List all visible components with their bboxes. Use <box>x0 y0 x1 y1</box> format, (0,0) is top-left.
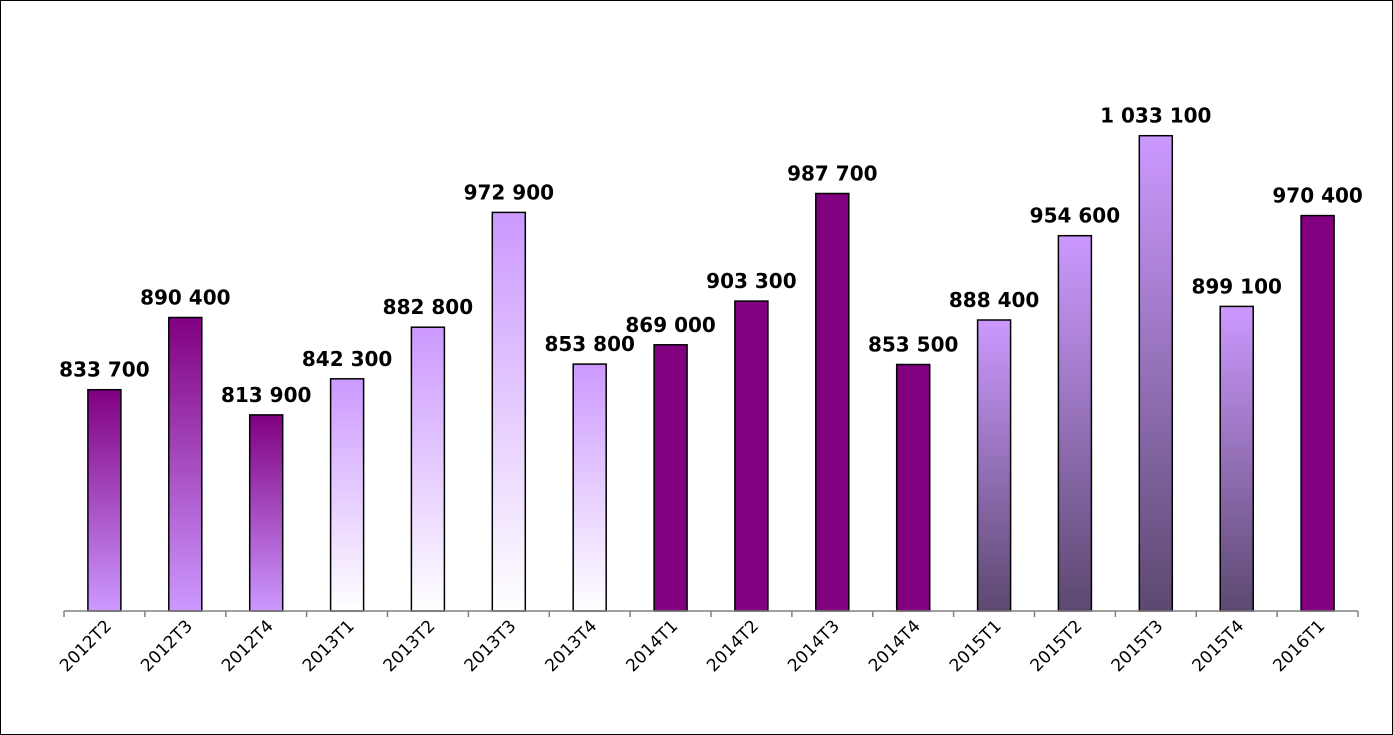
data-label-2012T2: 833 700 <box>59 358 149 382</box>
data-label-2013T1: 842 300 <box>302 347 392 371</box>
bar-2015T1 <box>976 319 1012 612</box>
data-label-2013T3: 972 900 <box>464 180 554 204</box>
bar-2012T3 <box>168 316 203 612</box>
x-tick-label-2012T2: 2012T2 <box>56 616 116 676</box>
x-tick-label-2016T1: 2016T1 <box>1269 616 1329 676</box>
bar-2014T3 <box>815 192 850 612</box>
data-label-2014T1: 869 000 <box>625 313 715 337</box>
bar-2015T2 <box>1057 234 1093 612</box>
data-label-2012T3: 890 400 <box>140 286 230 310</box>
data-labels-layer: 833 700 890 400 813 900 842 300 882 800 972 9… <box>59 104 1363 407</box>
bar-2014T1 <box>653 344 688 612</box>
bar-2013T2 <box>410 326 446 612</box>
x-tick-label-2015T2: 2015T2 <box>1027 616 1087 676</box>
x-tick-label-2014T3: 2014T3 <box>784 616 844 676</box>
bar-2013T1 <box>329 378 365 612</box>
x-tick-label-2014T2: 2014T2 <box>703 616 763 676</box>
bar-2012T4 <box>248 414 284 612</box>
x-tick-label-2015T4: 2015T4 <box>1189 616 1249 676</box>
data-label-2012T4: 813 900 <box>221 383 311 407</box>
data-label-2015T4: 899 100 <box>1191 274 1281 298</box>
bar-2015T3 <box>1138 134 1174 612</box>
x-tick-label-2013T4: 2013T4 <box>542 616 602 676</box>
data-label-2014T3: 987 700 <box>787 162 877 186</box>
bar-2013T4 <box>572 363 607 612</box>
data-label-2014T4: 853 500 <box>868 333 958 357</box>
x-tick-label-2014T4: 2014T4 <box>865 616 925 676</box>
data-label-2015T2: 954 600 <box>1030 204 1120 228</box>
bar-2014T2 <box>734 300 769 612</box>
bar-2015T4 <box>1219 305 1254 612</box>
x-axis <box>63 610 1359 617</box>
data-label-2013T4: 853 800 <box>544 332 634 356</box>
bar-2016T1 <box>1300 214 1335 612</box>
x-tick-labels-layer: 2012T2 2012T3 2012T4 2013T1 2013T2 2013T3 2013… <box>56 616 1329 676</box>
x-tick-label-2013T3: 2013T3 <box>461 616 521 676</box>
x-tick-label-2013T2: 2013T2 <box>380 616 440 676</box>
data-label-2015T3: 1 033 100 <box>1100 104 1211 128</box>
bars-layer <box>87 134 1335 612</box>
x-tick-label-2013T1: 2013T1 <box>299 616 359 676</box>
data-label-2015T1: 888 400 <box>949 288 1039 312</box>
data-label-2016T1: 970 400 <box>1272 184 1362 208</box>
x-tick-label-2012T3: 2012T3 <box>137 616 197 676</box>
data-label-2014T2: 903 300 <box>706 269 796 293</box>
x-tick-label-2014T1: 2014T1 <box>622 616 682 676</box>
bar-2014T4 <box>895 363 931 612</box>
bar-2013T3 <box>491 211 527 612</box>
data-label-2013T2: 882 800 <box>383 295 473 319</box>
x-tick-label-2012T4: 2012T4 <box>218 616 278 676</box>
x-tick-label-2015T3: 2015T3 <box>1108 616 1168 676</box>
bar-2012T2 <box>87 388 122 612</box>
x-tick-label-2015T1: 2015T1 <box>946 616 1006 676</box>
